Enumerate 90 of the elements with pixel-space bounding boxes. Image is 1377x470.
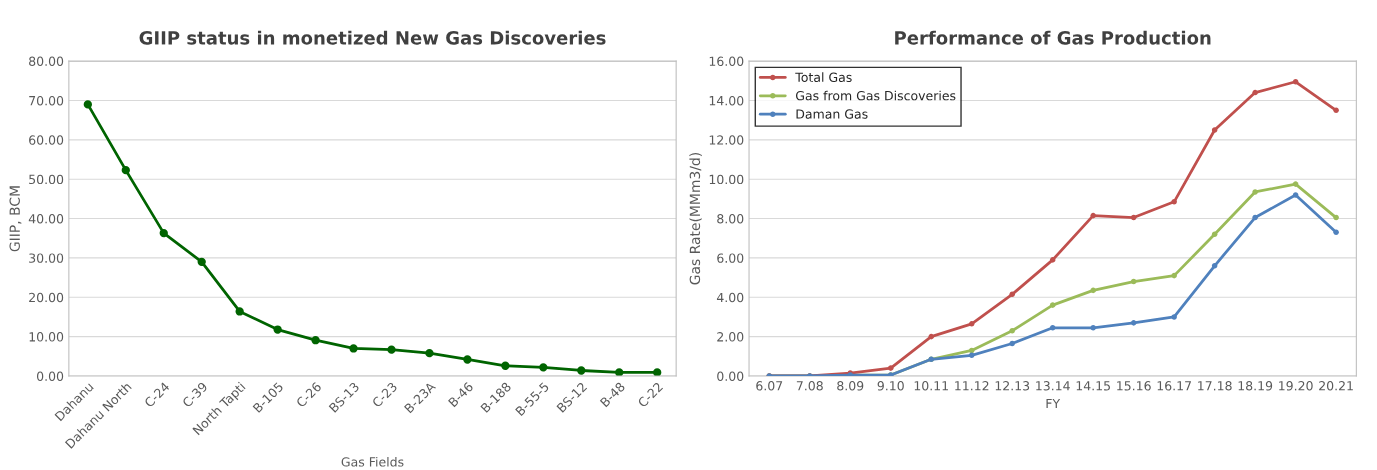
point (1049, 302, 1056, 308)
point (1009, 340, 1015, 347)
point (968, 347, 975, 354)
x-axis-title: FY (1046, 398, 1061, 409)
y-tick-label: 30.00 (29, 253, 64, 263)
point (968, 352, 975, 359)
y-tick-label: 14.00 (709, 95, 744, 106)
x-tick-label: 19.20 (1279, 381, 1313, 391)
point (501, 361, 510, 370)
legend-label: Total Gas (795, 72, 852, 83)
x-tick-label: 18.19 (1238, 381, 1273, 391)
point (968, 321, 975, 327)
x-axis-title: Gas Fields (341, 456, 404, 467)
point (1130, 320, 1137, 326)
point (235, 307, 244, 316)
y-axis-title: Gas Rate(MMm3/d) (689, 153, 702, 285)
point (1333, 214, 1339, 221)
chart-title: Performance of Gas Production (895, 30, 1211, 45)
point (1130, 214, 1137, 221)
y-tick-label: 0.00 (36, 371, 64, 381)
point (1090, 287, 1096, 294)
point (1292, 78, 1299, 85)
point (1049, 257, 1056, 263)
x-tick-label: 6.07 (756, 381, 783, 391)
point (615, 368, 624, 376)
y-tick-label: 60.00 (29, 135, 64, 145)
x-tick-label: 17.18 (1198, 381, 1232, 391)
point (1171, 272, 1177, 279)
point (83, 100, 92, 109)
point (197, 257, 206, 267)
point (1252, 214, 1258, 221)
x-tick-label: 11.12 (955, 381, 989, 391)
point (1333, 229, 1339, 236)
y-tick-label: 6.00 (717, 253, 744, 263)
point (311, 336, 320, 345)
point (1171, 314, 1177, 320)
x-tick-label: 10.11 (914, 381, 948, 391)
point (887, 365, 894, 371)
x-tick-label: 12.13 (995, 381, 1030, 391)
point (1171, 199, 1177, 205)
point (577, 366, 586, 375)
y-tick-label: 40.00 (28, 214, 64, 224)
chart-title: GIIP status in monetized New Gas Discoveries (139, 30, 606, 45)
point (1090, 325, 1096, 331)
x-tick-label: 13.14 (1036, 381, 1070, 391)
legend-label: Gas from Gas Discoveries (795, 90, 956, 101)
point (121, 165, 130, 175)
y-tick-label: 10.00 (709, 174, 744, 185)
point (1211, 127, 1218, 133)
y-tick-label: 2.00 (717, 332, 744, 342)
x-tick-label: 15.16 (1117, 381, 1151, 391)
x-tick-label: 16.17 (1157, 381, 1191, 391)
x-tick-label: 9.10 (877, 381, 904, 391)
y-tick-label: 12.00 (709, 135, 744, 145)
point (1252, 189, 1258, 195)
point (273, 325, 282, 334)
y-tick-label: 8.00 (717, 214, 744, 224)
x-tick-label: 14.15 (1076, 381, 1110, 391)
point (1090, 212, 1096, 219)
point (1292, 181, 1299, 187)
y-tick-label: 0.00 (717, 371, 744, 381)
y-tick-label: 50.00 (29, 174, 64, 185)
point (1252, 89, 1258, 96)
point (387, 345, 396, 354)
point (1009, 291, 1015, 298)
x-tick-label: 20.21 (1319, 381, 1353, 391)
point (463, 355, 472, 364)
x-tick-label: 7.08 (796, 381, 823, 391)
y-tick-label: 16.00 (709, 56, 744, 67)
point (159, 228, 168, 238)
point (425, 349, 434, 358)
point (1211, 231, 1218, 238)
y-axis-title: GIIP, BCM (9, 186, 22, 252)
point (1049, 325, 1056, 331)
point (539, 363, 548, 372)
point (928, 333, 935, 340)
point (1333, 107, 1339, 114)
y-tick-label: 10.00 (29, 332, 64, 342)
point (349, 344, 358, 353)
legend-label: Daman Gas (796, 109, 868, 119)
point (1211, 263, 1218, 269)
x-tick-label: 8.09 (837, 381, 864, 391)
point (1292, 192, 1299, 198)
y-tick-label: 20.00 (29, 292, 64, 303)
point (653, 368, 662, 376)
y-tick-label: 4.00 (716, 292, 744, 303)
y-tick-label: 80.00 (29, 56, 64, 67)
point (1009, 327, 1015, 334)
point (1130, 278, 1137, 285)
y-tick-label: 70.00 (29, 95, 64, 106)
